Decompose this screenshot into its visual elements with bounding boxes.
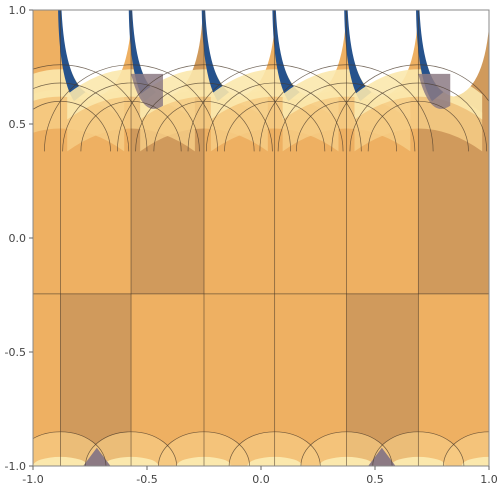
arc-boundary [33,82,130,152]
arc-boundary [44,64,219,152]
arc-boundary [205,82,344,152]
y-tick-label: 0.0 [9,232,27,245]
y-tick-label: 1.0 [9,4,27,17]
arc-boundary [295,100,398,152]
y-axis: -1.0 -0.5 0.0 0.5 1.0 [5,4,33,473]
pale-arc [443,431,489,466]
arc-boundary [158,431,250,466]
arc-boundary [33,431,107,466]
x-tick-label: 1.0 [480,473,498,486]
y-tick-label: -1.0 [5,460,26,473]
y-tick-label: -0.5 [5,346,26,359]
x-tick-label: 0.5 [366,473,384,486]
x-tick-label: -0.5 [136,473,157,486]
x-tick-label: 0.0 [252,473,270,486]
arc-boundary [259,64,434,152]
arc-boundary [331,64,489,152]
x-axis: -1.0 -0.5 0.0 0.5 1.0 [22,466,498,486]
arc-boundary [367,100,469,152]
arc-boundary [62,82,200,152]
arc-boundary [443,431,489,466]
arc-boundary [33,64,148,152]
plot-area [33,10,489,466]
arc-boundary [300,431,393,466]
arc-boundary [80,100,182,152]
arc-boundary [224,100,326,152]
arc-boundary [372,431,465,466]
arc-boundary [85,431,177,466]
gray-patch [131,73,163,109]
region-boundaries [33,10,489,466]
cream-arc [461,456,489,466]
gray-triangle [83,447,111,466]
y-tick-label: 0.5 [9,118,27,131]
gray-triangle [368,447,396,466]
x-tick-label: -1.0 [22,473,43,486]
gray-patch [418,73,451,109]
arc-boundary [349,82,488,152]
arc-boundary [277,82,416,152]
arc-boundary [187,64,362,152]
arc-boundary [117,64,291,152]
arc-boundary [228,431,321,466]
